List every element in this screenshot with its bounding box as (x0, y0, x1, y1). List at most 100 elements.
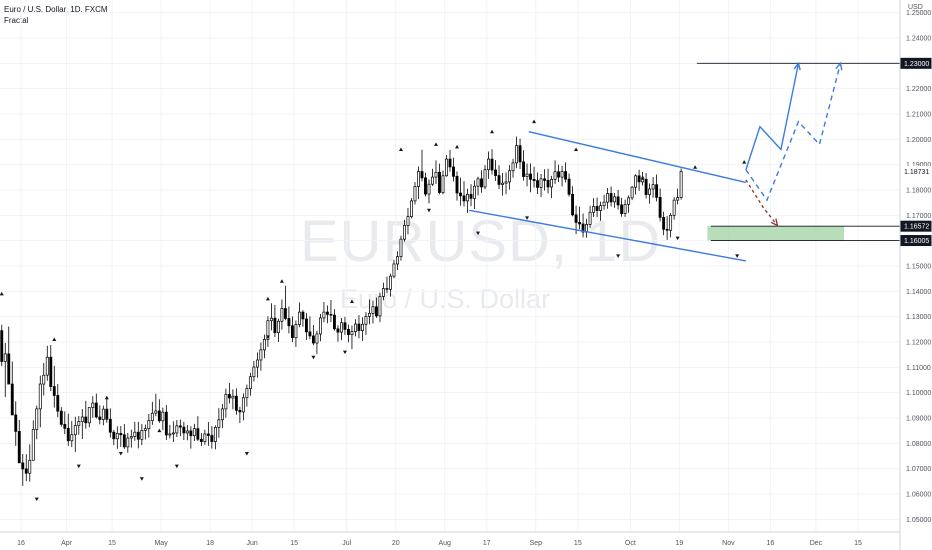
candle (644, 173, 648, 199)
time-axis[interactable]: 16 Apr 15 May 18 Jun 15 Jul 20 Aug 17 Sep 15 Oct 19 Nov… (17, 540, 862, 547)
candle-body-down (283, 308, 287, 319)
candle-body-up (427, 183, 431, 195)
candle-body-up (613, 196, 617, 203)
candle-body-down (655, 184, 659, 198)
candle (98, 405, 102, 425)
candle-body-up (676, 197, 680, 201)
projection-path[interactable] (745, 63, 800, 170)
candle (129, 429, 133, 448)
candle (585, 218, 589, 238)
candle (171, 421, 175, 443)
candle-body-up (133, 431, 137, 437)
fractal-up-marker (349, 299, 354, 303)
candle (637, 169, 641, 191)
candle-body-up (318, 317, 322, 335)
candle-body-up (161, 411, 165, 422)
candle (476, 176, 480, 196)
candle-body-up (679, 171, 683, 198)
candle-body-down (238, 410, 242, 413)
time-tick-label: Nov (722, 540, 735, 547)
candle-body-up (245, 388, 249, 399)
price-tag-label: 1.16005 (904, 238, 929, 245)
symbol-title: Euro / U.S. Dollar, 1D, FXCM (4, 5, 108, 14)
candle-body-up (648, 188, 652, 195)
candle (147, 413, 151, 438)
candle-body-up (406, 216, 410, 226)
candle-body-down (304, 318, 308, 333)
fractal-down-marker (139, 477, 144, 481)
candle (199, 432, 203, 447)
candle-body-down (343, 322, 347, 330)
channel-upper-line[interactable] (528, 131, 747, 184)
candle (529, 163, 532, 193)
candle (616, 190, 620, 210)
candle-body-up (364, 316, 368, 325)
alternate-path-dashed-arrowhead (770, 218, 779, 227)
price-tick-label: 1.25000 (906, 10, 931, 17)
candle (473, 180, 476, 209)
candle (375, 297, 378, 318)
candle (91, 396, 95, 418)
candle (420, 149, 424, 182)
alternate-path-dashed[interactable] (745, 179, 778, 226)
candle-body-up (185, 430, 189, 434)
candle-body-up (315, 333, 319, 344)
fractal-down-marker (675, 236, 680, 241)
candle (343, 316, 347, 335)
candle (157, 399, 161, 423)
candle (192, 423, 196, 442)
candle-body-down (273, 317, 277, 333)
candle-body-down (438, 171, 441, 193)
candle (213, 425, 217, 450)
fractal-up-marker (490, 129, 495, 134)
candle-body-up (269, 317, 273, 322)
candle (350, 325, 354, 350)
candle-body-down (52, 386, 56, 396)
candle-body-up (231, 395, 235, 399)
time-tick-label: Jun (246, 540, 257, 547)
candle-body-up (361, 323, 364, 331)
candle-body-up (213, 427, 217, 442)
candle-body-down (595, 206, 599, 211)
candle-body-down (17, 431, 21, 464)
candle (49, 345, 53, 392)
candle-body-up (476, 178, 480, 187)
fractal-up-marker (532, 119, 537, 124)
price-tick-label: 1.11000 (906, 365, 931, 372)
candle-body-up (350, 331, 354, 336)
candle (623, 199, 627, 217)
candle-body-up (501, 182, 504, 185)
candle-body-down (574, 214, 578, 223)
price-axis[interactable]: 1.05000 1.06000 1.07000 1.08000 1.09000 1.100… (906, 10, 931, 524)
candle (325, 305, 329, 324)
channel-lower-line[interactable] (469, 209, 747, 262)
candle (269, 303, 273, 331)
candle-body-up (623, 204, 627, 214)
fractal-down-marker (244, 451, 249, 456)
candle-body-up (91, 402, 95, 408)
candle-body-up (441, 175, 445, 193)
candle (658, 188, 662, 222)
candle (546, 168, 550, 194)
candle-body-up (539, 178, 543, 188)
candle-body-down (581, 223, 585, 233)
candle (84, 400, 88, 429)
candle-body-down (56, 395, 60, 412)
candle (389, 273, 392, 297)
candle (434, 160, 438, 184)
candle-body-down (459, 192, 462, 197)
candle (487, 151, 490, 179)
projection-path-dashed[interactable] (745, 63, 842, 202)
projection-path-arrowhead (793, 61, 801, 71)
candle (266, 316, 270, 347)
candle (3, 343, 7, 397)
candle (206, 422, 210, 446)
price-tick-label: 1.10000 (906, 390, 931, 397)
candle (287, 306, 291, 334)
candle (283, 285, 287, 321)
candle (602, 194, 606, 210)
candle-body-up (192, 428, 196, 437)
candle (28, 444, 32, 482)
indicator-label: Fractal (4, 16, 29, 25)
